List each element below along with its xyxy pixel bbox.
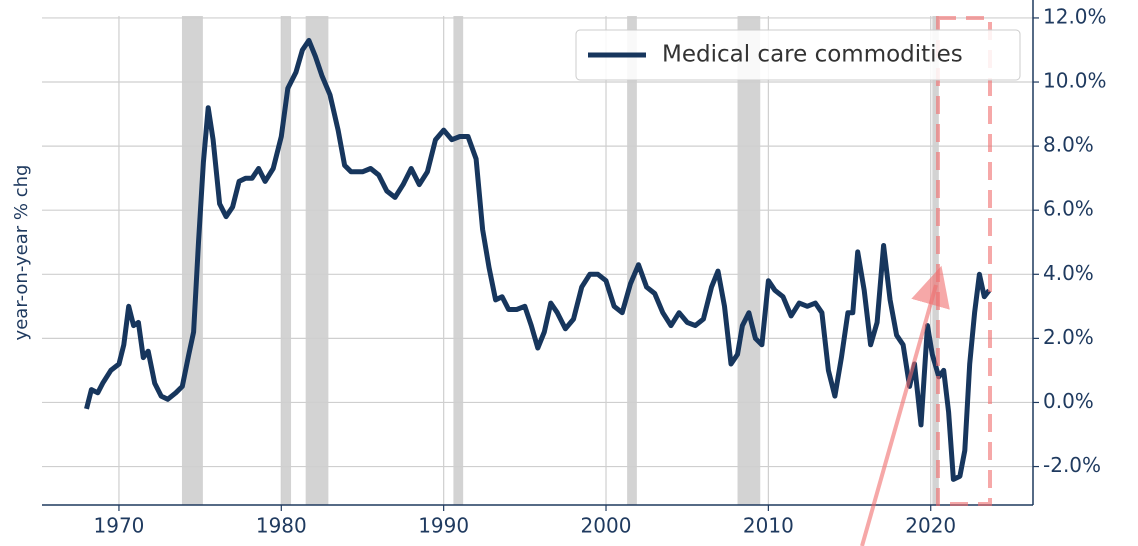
x-tick-label: 1980 — [256, 514, 307, 538]
background-layer — [42, 16, 1033, 505]
y-tick-label: -2.0% — [1043, 453, 1101, 477]
x-tick-label: 1990 — [418, 514, 469, 538]
y-tick-label: 12.0% — [1043, 4, 1107, 28]
shaded-period — [453, 16, 464, 505]
x-tick-label: 2010 — [743, 514, 794, 538]
shaded-period — [305, 16, 329, 505]
shaded-period — [932, 16, 939, 505]
y-tick-label: 6.0% — [1043, 197, 1094, 221]
data-line — [84, 37, 992, 482]
arrow — [860, 265, 950, 546]
x-tick-label: 2000 — [581, 514, 632, 538]
y-tick-label: 10.0% — [1043, 69, 1107, 93]
shaded-period — [281, 16, 292, 505]
y-tick-label: 0.0% — [1043, 389, 1094, 413]
x-tick-label: 2020 — [905, 514, 956, 538]
shaded-period — [181, 16, 203, 505]
x-tick-label: 1970 — [94, 514, 145, 538]
shaded-period — [737, 16, 761, 505]
shaded-period — [627, 16, 637, 505]
legend-box — [575, 29, 1021, 81]
highlight-box — [936, 16, 992, 506]
y-axis-label: year-on-year % chg — [11, 165, 32, 341]
y-tick-label: 8.0% — [1043, 133, 1094, 157]
y-tick-label: 2.0% — [1043, 325, 1094, 349]
legend-label: Medical care commodities — [662, 42, 963, 68]
y-tick-label: 4.0% — [1043, 261, 1094, 285]
